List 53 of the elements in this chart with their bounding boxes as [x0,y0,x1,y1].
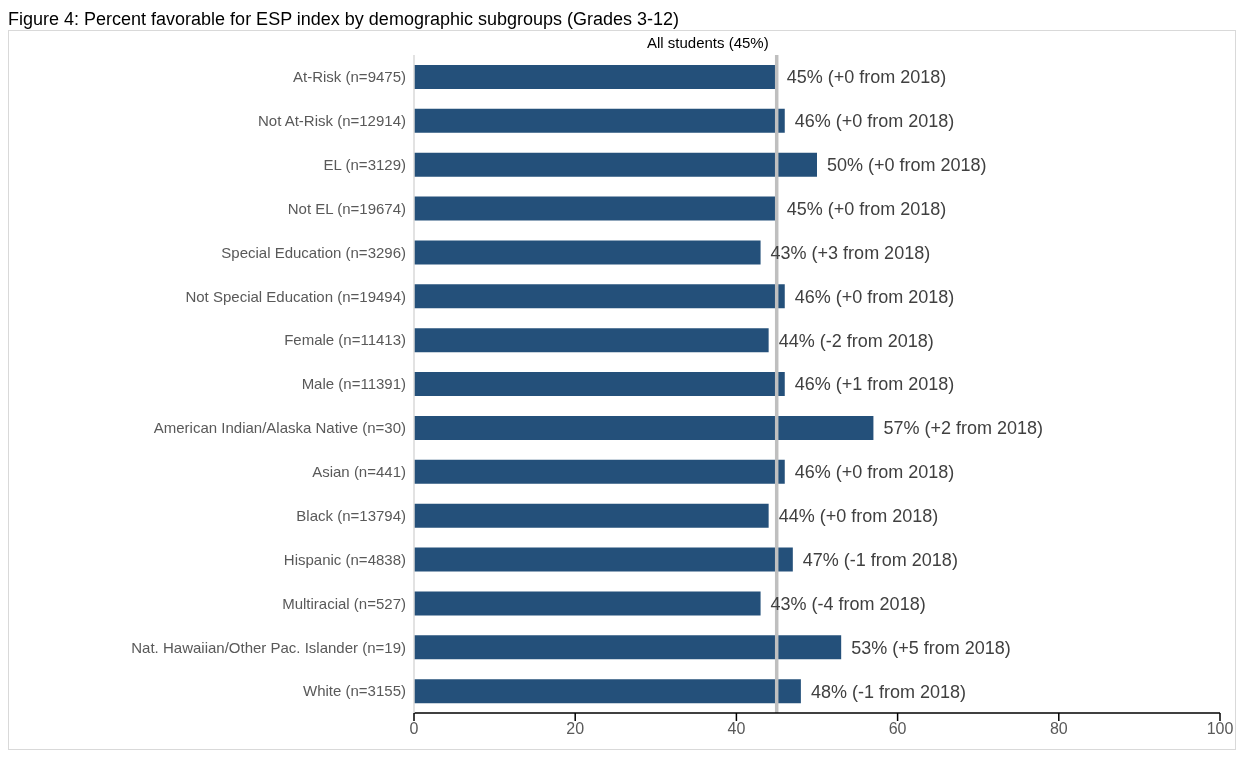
y-tick-label: Nat. Hawaiian/Other Pac. Islander (n=19) [131,638,406,656]
y-tick-label: Black (n=13794) [296,506,406,524]
ref-line-label: All students (45%) [646,34,769,51]
data-label: 57% (+2 from 2018) [883,418,1044,439]
bar [414,284,785,309]
y-tick-label: Female (n=11413) [284,331,406,349]
x-tick-label: 20 [566,720,585,738]
data-label: 46% (+0 from 2018) [794,462,955,483]
data-label: 44% (+0 from 2018) [778,506,939,527]
y-tick-label: At-Risk (n=9475) [293,68,406,86]
bar [414,635,842,660]
bar [414,459,785,484]
y-tick-label: Not EL (n=19674) [287,199,406,217]
x-tick-label: 60 [888,720,907,738]
bar [414,328,769,353]
bar [414,372,785,397]
data-label: 46% (+0 from 2018) [794,111,955,132]
y-tick-label: Not At-Risk (n=12914) [258,112,406,130]
x-tick-label: 40 [727,720,746,738]
y-tick-label: Male (n=11391) [301,375,406,393]
data-label: 44% (-2 from 2018) [778,330,934,351]
y-tick-label: White (n=3155) [303,682,406,700]
bar [414,108,785,133]
data-label: 50% (+0 from 2018) [827,155,987,176]
x-tick-label: 80 [1049,720,1068,738]
data-label: 48% (-1 from 2018) [810,681,966,702]
bar [414,547,793,572]
data-label: 45% (+0 from 2018) [786,198,947,219]
bar [414,591,761,616]
bar [414,679,801,704]
y-tick-label: Multiracial (n=527) [282,594,406,612]
bar [414,152,817,177]
data-label: 43% (-4 from 2018) [770,593,926,614]
data-label: 47% (-1 from 2018) [802,549,958,570]
data-label: 43% (+3 from 2018) [770,242,931,263]
y-tick-label: Asian (n=441) [312,463,406,481]
data-label: 45% (+0 from 2018) [786,67,947,88]
y-tick-label: Special Education (n=3296) [221,243,406,261]
data-label: 46% (+0 from 2018) [794,286,955,307]
y-tick-label: Not Special Education (n=19494) [185,287,406,305]
y-tick-label: American Indian/Alaska Native (n=30) [153,419,406,437]
data-label: 46% (+1 from 2018) [794,374,955,395]
bar [414,415,874,440]
bar [414,196,777,221]
bar [414,503,769,528]
x-tick-label: 0 [409,720,419,738]
bar [414,65,777,89]
y-tick-label: Hispanic (n=4838) [283,550,406,568]
x-tick-label: 100 [1206,720,1234,738]
data-label: 53% (+5 from 2018) [851,637,1011,658]
bar [414,240,761,265]
chart-title: Figure 4: Percent favorable for ESP index by demographic subgroups (Grades 3-12) [8,8,681,30]
y-tick-label: EL (n=3129) [323,155,406,173]
